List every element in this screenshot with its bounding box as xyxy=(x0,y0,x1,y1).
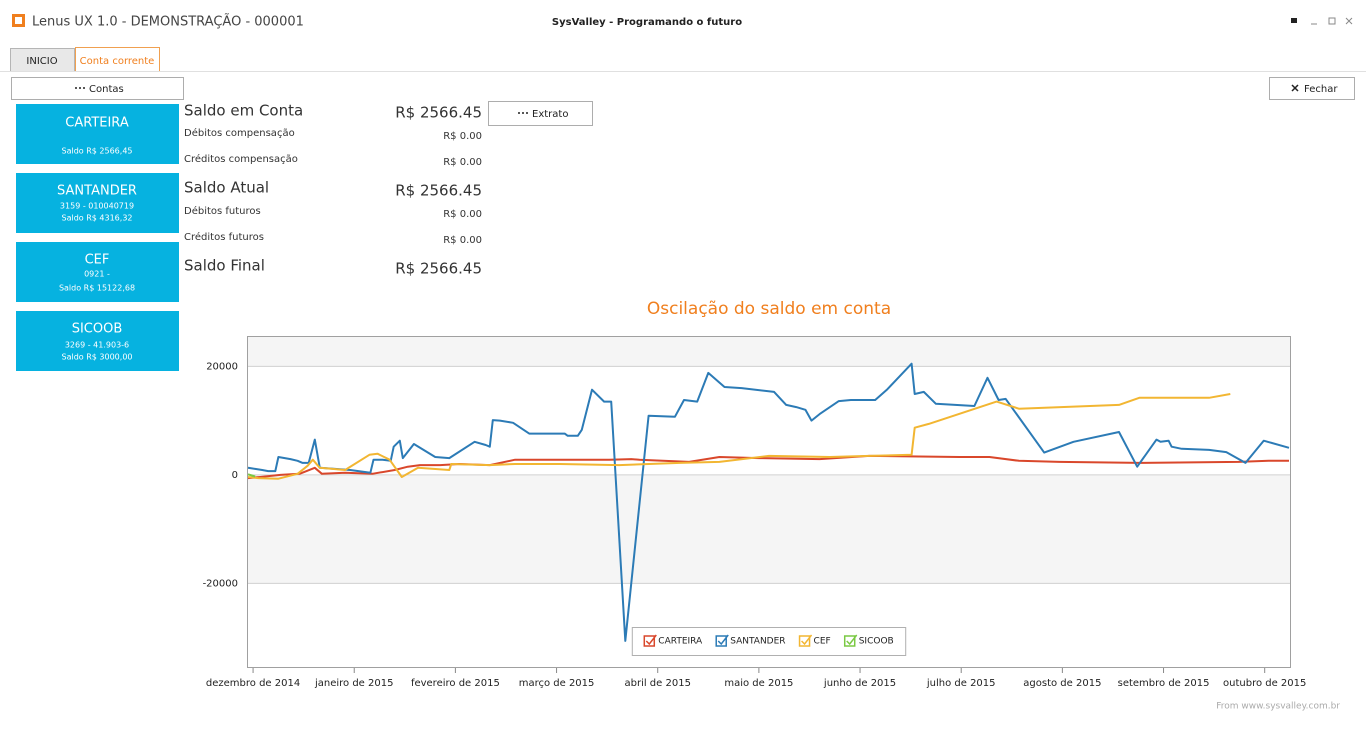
summary-label: Saldo em Conta xyxy=(184,102,303,120)
summary-label: Saldo Final xyxy=(184,257,265,275)
dot-icon xyxy=(79,87,81,89)
button-label: Fechar xyxy=(1304,84,1338,95)
legend: CARTEIRA SANTANDER CEF SICOOB xyxy=(631,627,907,656)
legend-check xyxy=(717,634,729,646)
summary-value: R$ 0.00 xyxy=(443,209,482,220)
close-icon xyxy=(1291,84,1299,92)
x-tick-label: março de 2015 xyxy=(519,678,595,689)
summary-value: R$ 2566.45 xyxy=(395,104,482,122)
series-line xyxy=(247,473,256,478)
legend-check xyxy=(801,634,813,646)
close-button[interactable] xyxy=(1345,17,1353,25)
dot-icon xyxy=(526,112,528,114)
y-tick-label: 20000 xyxy=(206,361,238,372)
tab-label: Conta corrente xyxy=(80,56,155,67)
dot-icon xyxy=(75,87,77,89)
legend-swatch xyxy=(843,635,856,647)
contas-button[interactable] xyxy=(11,77,184,100)
legend-swatch xyxy=(798,635,811,647)
series-line xyxy=(247,362,1290,642)
legend-check xyxy=(645,634,657,646)
plot-band xyxy=(247,474,1291,584)
x-tick-label: fevereiro de 2015 xyxy=(411,678,500,689)
y-tick-label: 0 xyxy=(232,470,238,481)
summary-label: Débitos futuros xyxy=(184,205,261,217)
account-tile[interactable] xyxy=(16,104,179,164)
chart: -20000 0 20000 dezembro de 2014 janeiro de 2… xyxy=(203,336,1306,689)
button-label: Contas xyxy=(89,84,124,95)
account-name: SANTANDER xyxy=(57,184,137,199)
x-tick-label: janeiro de 2015 xyxy=(314,678,394,689)
legend-label: SICOOB xyxy=(859,637,894,647)
x-tick-label: maio de 2015 xyxy=(724,678,793,689)
summary-label: Débitos compensação xyxy=(184,127,295,139)
pin-button[interactable] xyxy=(1291,18,1297,23)
plot-border xyxy=(247,336,1291,668)
summary-label: Créditos futuros xyxy=(184,231,264,243)
legend-frame xyxy=(631,627,907,656)
x-tick-label: setembro de 2015 xyxy=(1118,678,1210,689)
account-detail: 0921 - xyxy=(84,270,110,279)
x-tick-label: junho de 2015 xyxy=(823,678,896,689)
dot-icon xyxy=(83,87,85,89)
summary-label: Saldo Atual xyxy=(184,179,269,197)
series-line xyxy=(247,454,1289,480)
account-name: CARTEIRA xyxy=(65,116,129,131)
account-detail: Saldo R$ 2566,45 xyxy=(62,147,133,156)
series-line xyxy=(247,393,1231,480)
summary-label: Créditos compensação xyxy=(184,153,298,165)
account-detail: Saldo R$ 15122,68 xyxy=(59,284,135,293)
summary-value: R$ 2566.45 xyxy=(395,260,482,278)
account-detail: Saldo R$ 4316,32 xyxy=(62,214,133,223)
window-title: Lenus UX 1.0 - DEMONSTRAÇÃO - 000001 xyxy=(32,14,304,30)
account-tile[interactable] xyxy=(16,242,179,302)
account-tile[interactable] xyxy=(16,173,179,233)
x-tick-label: agosto de 2015 xyxy=(1023,678,1101,689)
account-detail: 3159 - 010040719 xyxy=(60,202,134,211)
legend-swatch xyxy=(715,635,727,647)
x-tick-label: outubro de 2015 xyxy=(1223,678,1306,689)
account-tile[interactable] xyxy=(16,311,179,371)
account-name: CEF xyxy=(85,253,110,268)
summary-value: R$ 0.00 xyxy=(443,131,482,142)
y-tick-label: -20000 xyxy=(203,578,238,589)
x-tick-label: abril de 2015 xyxy=(624,678,690,689)
tab-label: INICIO xyxy=(26,56,57,67)
account-detail: Saldo R$ 3000,00 xyxy=(62,353,133,362)
plot-band xyxy=(247,336,1291,367)
chart-title: Oscilação do saldo em conta xyxy=(647,299,891,319)
legend-label: CEF xyxy=(814,637,831,647)
legend-check xyxy=(846,634,858,646)
legend-swatch xyxy=(643,635,656,647)
summary-value: R$ 0.00 xyxy=(443,235,482,246)
dot-icon xyxy=(522,112,524,114)
restore-button[interactable] xyxy=(1328,17,1336,25)
footer: From www.sysvalley.com.br xyxy=(1216,702,1340,712)
dot-icon xyxy=(518,112,520,114)
window-caption: SysValley - Programando o futuro xyxy=(552,17,742,28)
x-tick-label: julho de 2015 xyxy=(926,678,996,689)
button-label: Extrato xyxy=(532,109,568,120)
x-tick-label: dezembro de 2014 xyxy=(206,678,300,689)
summary-value: R$ 0.00 xyxy=(443,157,482,168)
app-icon-inner xyxy=(15,17,22,24)
extrato-button[interactable] xyxy=(488,101,593,126)
fechar-button[interactable] xyxy=(1269,77,1355,100)
account-detail: 3269 - 41.903-6 xyxy=(65,341,129,350)
legend-label: SANTANDER xyxy=(730,637,785,647)
account-name: SICOOB xyxy=(72,322,123,337)
legend-label: CARTEIRA xyxy=(658,637,703,647)
summary-value: R$ 2566.45 xyxy=(395,182,482,200)
